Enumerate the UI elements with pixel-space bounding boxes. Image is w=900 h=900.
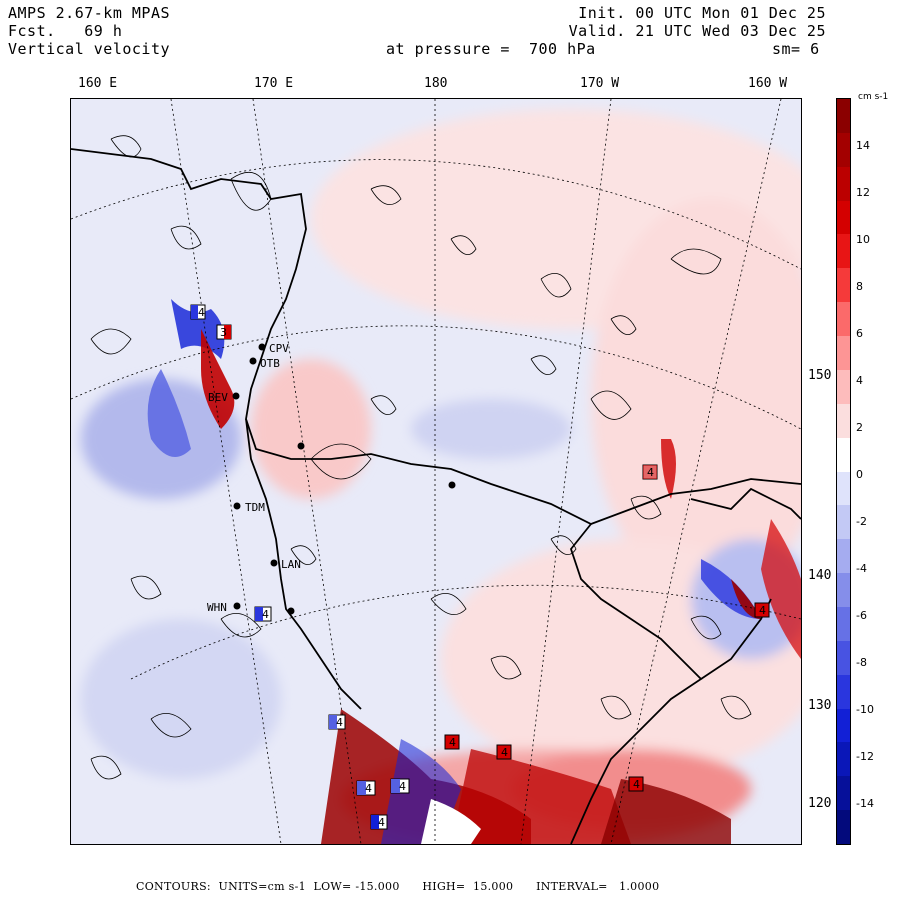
svg-text:4: 4: [633, 778, 640, 791]
marker-pos-6: 4: [628, 776, 644, 792]
header-left: AMPS 2.67-km MPAS Fcst. 69 h Vertical velo…: [8, 4, 170, 58]
coastline: [71, 148, 801, 844]
svg-text:OTB: OTB: [260, 357, 280, 370]
colorbar-segment: [837, 776, 850, 811]
colorbar-segment: [837, 674, 850, 710]
marker-neg-1: 4: [190, 304, 206, 320]
graticule: [71, 99, 801, 844]
marker-pos-3: 4: [754, 602, 770, 618]
model-title: AMPS 2.67-km MPAS: [8, 4, 171, 22]
lon-label-170e: 170 E: [254, 76, 294, 91]
strong-features: [147, 299, 801, 844]
colorbar-segment: [837, 234, 850, 269]
colorbar-segment: [837, 268, 850, 303]
colorbar-tick-label: -10: [856, 703, 874, 716]
marker-neg-4: 4: [356, 780, 376, 796]
colorbar-segment: [837, 336, 850, 371]
svg-text:4: 4: [399, 780, 406, 793]
svg-text:BEV: BEV: [208, 391, 228, 404]
colorbar: [836, 98, 851, 845]
station-otb: OTB: [249, 357, 280, 370]
colorbar-segment: [837, 573, 850, 608]
svg-text:CPV: CPV: [269, 342, 289, 355]
station-lan: LAN: [270, 558, 301, 571]
colorbar-tick-label: 14: [856, 139, 870, 152]
colorbar-segment: [837, 403, 850, 439]
colorbar-segment: [837, 471, 850, 506]
colorbar-tick-label: -14: [856, 797, 874, 810]
svg-text:4: 4: [759, 604, 766, 617]
field-name: Vertical velocity: [8, 40, 171, 58]
colorbar-tick-label: 12: [856, 186, 870, 199]
station-whn: WHN: [207, 601, 241, 614]
lon-label-180: 180: [424, 76, 448, 91]
colorbar-tick-label: 6: [856, 327, 863, 340]
svg-text:4: 4: [365, 782, 372, 795]
marker-pos-2: 4: [642, 464, 658, 480]
colorbar-tick-label: -12: [856, 750, 874, 763]
svg-text:WHN: WHN: [207, 601, 227, 614]
colorbar-segment: [837, 302, 850, 337]
colorbar-tick-label: -6: [856, 609, 867, 622]
forecast-hour: Fcst. 69 h: [8, 22, 123, 40]
colorbar-tick-label: 0: [856, 468, 863, 481]
colorbar-tick-label: -8: [856, 656, 867, 669]
colorbar-segment: [837, 369, 850, 405]
svg-text:4: 4: [336, 716, 343, 729]
marker-pos-5: 4: [496, 744, 512, 760]
svg-text:3: 3: [220, 326, 227, 339]
init-time: Init. 00 UTC Mon 01 Dec 25: [578, 4, 826, 22]
colorbar-segment: [837, 99, 850, 134]
lon-label-160e: 160 E: [78, 76, 118, 91]
colorbar-segment: [837, 606, 850, 642]
smoothing-label: sm= 6: [772, 40, 820, 58]
marker-neg-6: 4: [370, 814, 388, 830]
colorbar-tick-label: 4: [856, 374, 863, 387]
marker-pos-1: 3: [216, 324, 232, 340]
header-right: Init. 00 UTC Mon 01 Dec 25 Valid. 21 UTC …: [569, 4, 826, 40]
colorbar-segment: [837, 742, 850, 777]
map-svg: CPV OTB BEV TDM LAN WHN 4 3 4 4 4 4 4 4 …: [71, 99, 801, 844]
colorbar-tick-label: 8: [856, 280, 863, 293]
colorbar-tick-label: 10: [856, 233, 870, 246]
colorbar-segment: [837, 166, 850, 202]
svg-text:4: 4: [647, 466, 654, 479]
colorbar-tick-label: -4: [856, 562, 867, 575]
lon-label-170w: 170 W: [580, 76, 620, 91]
station-cpv: CPV: [258, 342, 289, 355]
extrema-markers: 4 3 4 4 4 4 4 4 4 4 4 4: [190, 304, 770, 830]
stations: CPV OTB BEV TDM LAN WHN: [207, 342, 456, 615]
colorbar-segment: [837, 810, 850, 845]
colorbar-segment: [837, 437, 850, 472]
colorbar-segment: [837, 708, 850, 743]
colorbar-segment: [837, 640, 850, 676]
colorbar-unit: cm s-1: [858, 92, 889, 102]
contour-footer: CONTOURS: UNITS=cm s-1 LOW= -15.000 HIGH…: [136, 880, 660, 893]
marker-neg-5: 4: [390, 778, 410, 794]
svg-text:4: 4: [501, 746, 508, 759]
station-bev: BEV: [208, 391, 240, 404]
svg-text:TDM: TDM: [245, 501, 265, 514]
lon-label-160w: 160 W: [748, 76, 788, 91]
contour-lines: [90, 135, 752, 780]
colorbar-segment: [837, 505, 850, 540]
station-tdm: TDM: [233, 501, 265, 514]
svg-text:4: 4: [378, 816, 385, 829]
svg-text:4: 4: [198, 306, 205, 319]
svg-text:LAN: LAN: [281, 558, 301, 571]
colorbar-segment: [837, 132, 850, 168]
marker-neg-3: 4: [328, 714, 346, 730]
marker-neg-2: 4: [254, 606, 272, 622]
colorbar-segment: [837, 200, 850, 235]
colorbar-tick-label: 2: [856, 421, 863, 434]
colorbar-tick-label: -2: [856, 515, 867, 528]
colorbar-segment: [837, 539, 850, 574]
vertical-velocity-map: CPV OTB BEV TDM LAN WHN 4 3 4 4 4 4 4 4 …: [70, 98, 802, 845]
valid-time: Valid. 21 UTC Wed 03 Dec 25: [568, 22, 826, 40]
svg-text:4: 4: [449, 736, 456, 749]
marker-pos-4: 4: [444, 734, 460, 750]
svg-text:4: 4: [262, 608, 269, 621]
pressure-level: at pressure = 700 hPa: [386, 40, 596, 58]
